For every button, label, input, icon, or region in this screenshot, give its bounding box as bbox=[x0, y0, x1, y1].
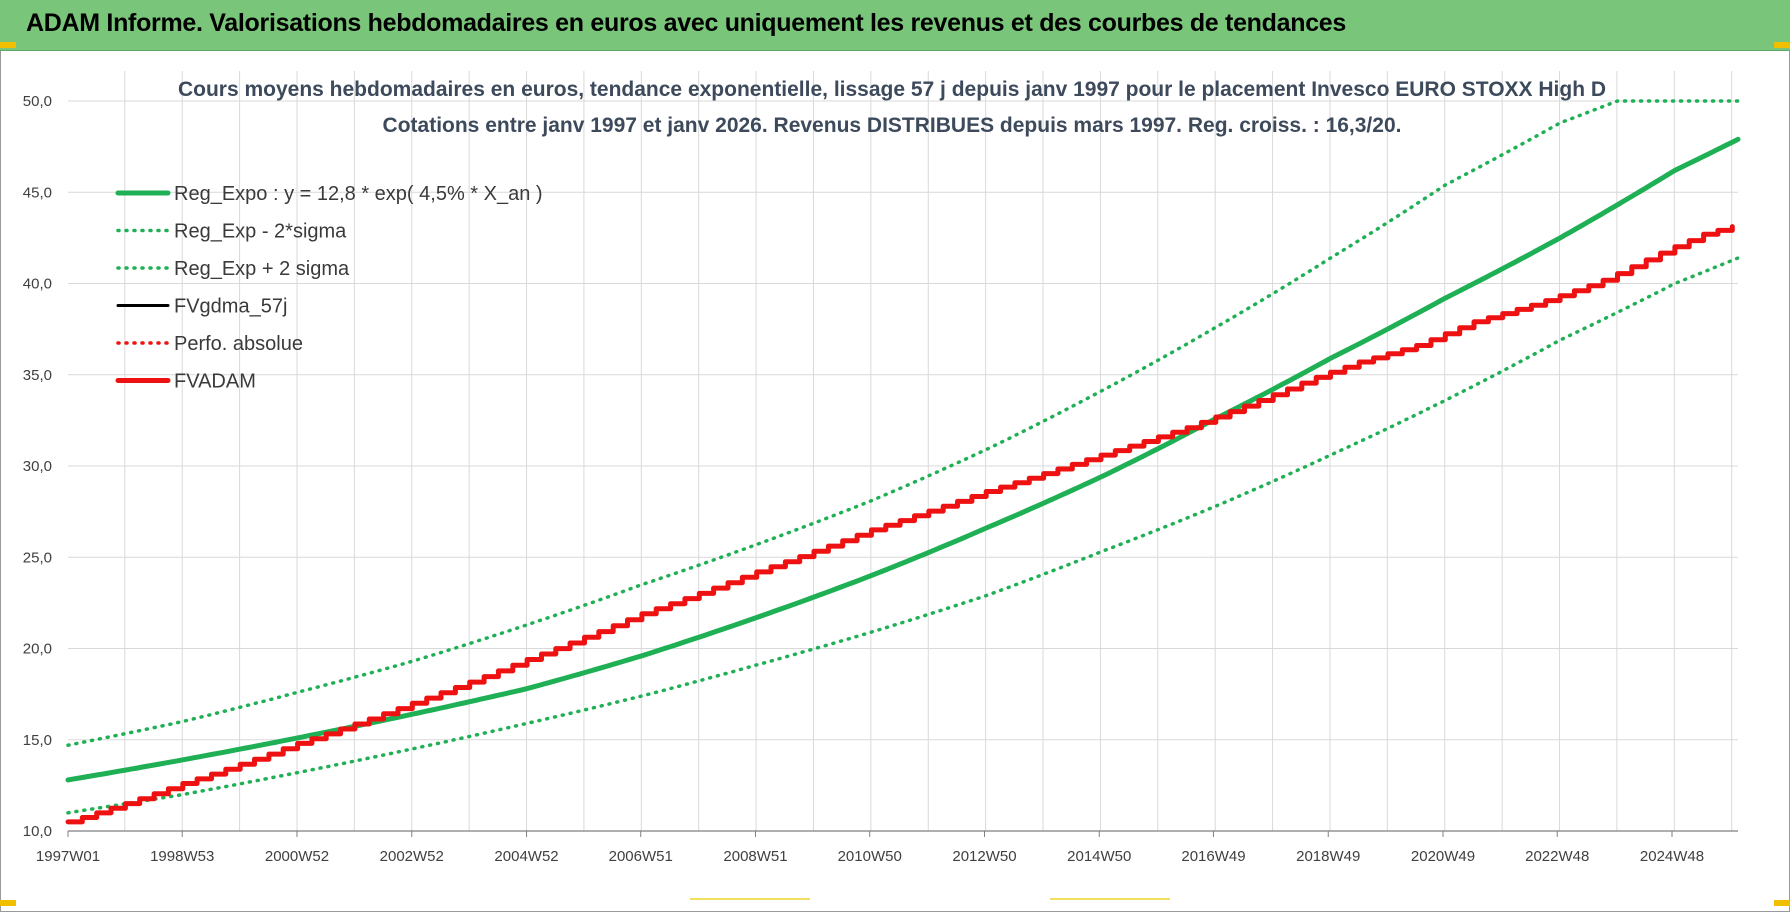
y-tick-label: 45,0 bbox=[23, 184, 52, 201]
x-tick-label: 2016W49 bbox=[1181, 848, 1245, 865]
x-tick-label: 2024W48 bbox=[1640, 848, 1704, 865]
legend: Reg_Expo : y = 12,8 * exp( 4,5% * X_an )… bbox=[115, 183, 543, 393]
x-tick-label: 2022W48 bbox=[1525, 848, 1589, 865]
x-tick-label: 2010W50 bbox=[838, 848, 902, 865]
y-tick-label: 35,0 bbox=[23, 367, 52, 384]
legend-label: Reg_Expo : y = 12,8 * exp( 4,5% * X_an ) bbox=[174, 183, 543, 205]
axes: 10,0 15,0 20,0 25,0 30,0 35,0 40,0 45,0 50,0 1997… bbox=[23, 93, 1738, 865]
y-tick-label: 40,0 bbox=[23, 276, 52, 293]
x-tick-label: 2014W50 bbox=[1067, 848, 1131, 865]
series-line bbox=[66, 256, 1740, 815]
series-line bbox=[66, 99, 1740, 747]
x-tick-label: 2006W51 bbox=[609, 848, 673, 865]
bottom-marker bbox=[690, 898, 810, 900]
x-tick-label: 1997W01 bbox=[36, 848, 100, 865]
y-tick-label: 10,0 bbox=[23, 823, 52, 840]
series-line bbox=[65, 224, 1735, 825]
legend-label: FVADAM bbox=[174, 371, 256, 393]
corner-marker bbox=[0, 900, 16, 906]
legend-label: FVgdma_57j bbox=[174, 296, 287, 318]
series bbox=[65, 99, 1741, 825]
chart-title: Cours moyens hebdomadaires en euros, ten… bbox=[178, 78, 1606, 101]
x-tick-label: 2018W49 bbox=[1296, 848, 1360, 865]
y-tick-label: 25,0 bbox=[23, 549, 52, 566]
chart-subtitle: Cotations entre janv 1997 et janv 2026. … bbox=[383, 114, 1402, 137]
y-tick-label: 50,0 bbox=[23, 93, 52, 110]
corner-marker bbox=[1774, 42, 1790, 48]
header-bar: ADAM Informe. Valorisations hebdomadaire… bbox=[0, 0, 1790, 51]
x-tick-label: 2004W52 bbox=[494, 848, 558, 865]
x-tick-label: 2020W49 bbox=[1411, 848, 1475, 865]
x-tick-label: 2000W52 bbox=[265, 848, 329, 865]
bottom-marker bbox=[1050, 898, 1170, 900]
x-tick-label: 2002W52 bbox=[380, 848, 444, 865]
x-tick-label: 2012W50 bbox=[952, 848, 1016, 865]
y-tick-label: 30,0 bbox=[23, 458, 52, 475]
legend-label: Reg_Exp + 2 sigma bbox=[174, 258, 350, 280]
corner-marker bbox=[1774, 900, 1790, 906]
y-tick-label: 15,0 bbox=[23, 732, 52, 749]
x-tick-label: 1998W53 bbox=[150, 848, 214, 865]
page-title: ADAM Informe. Valorisations hebdomadaire… bbox=[26, 9, 1347, 37]
x-tick-label: 2008W51 bbox=[723, 848, 787, 865]
legend-label: Perfo. absolue bbox=[174, 333, 303, 355]
legend-label: Reg_Exp - 2*sigma bbox=[174, 221, 347, 243]
y-tick-label: 20,0 bbox=[23, 641, 52, 658]
corner-marker bbox=[0, 42, 16, 48]
